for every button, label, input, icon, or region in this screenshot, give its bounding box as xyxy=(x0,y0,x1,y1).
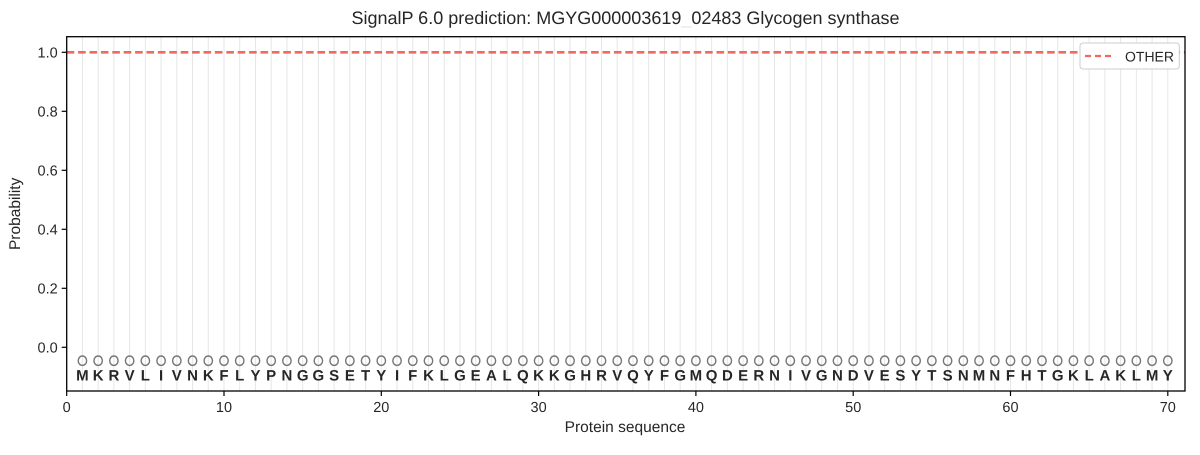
svg-text:K: K xyxy=(203,367,214,384)
svg-text:K: K xyxy=(423,367,434,384)
svg-text:Q: Q xyxy=(627,367,639,384)
svg-text:G: G xyxy=(816,367,828,384)
svg-text:G: G xyxy=(454,367,466,384)
svg-text:R: R xyxy=(753,367,764,384)
svg-text:L: L xyxy=(1085,367,1094,384)
svg-text:M: M xyxy=(690,367,703,384)
svg-text:Y: Y xyxy=(1163,367,1173,384)
svg-text:Y: Y xyxy=(376,367,386,384)
svg-text:N: N xyxy=(989,367,1000,384)
svg-text:A: A xyxy=(486,367,497,384)
svg-text:V: V xyxy=(864,367,874,384)
svg-text:N: N xyxy=(187,367,198,384)
svg-text:30: 30 xyxy=(531,400,547,416)
svg-text:S: S xyxy=(895,367,905,384)
svg-text:10: 10 xyxy=(216,400,232,416)
svg-text:0.8: 0.8 xyxy=(38,104,58,120)
svg-text:M: M xyxy=(76,367,89,384)
svg-text:N: N xyxy=(769,367,780,384)
svg-text:F: F xyxy=(660,367,669,384)
svg-text:K: K xyxy=(533,367,544,384)
svg-text:Q: Q xyxy=(706,367,718,384)
svg-text:A: A xyxy=(1099,367,1110,384)
svg-text:Protein sequence: Protein sequence xyxy=(565,419,686,436)
svg-text:0: 0 xyxy=(63,400,71,416)
svg-text:K: K xyxy=(93,367,104,384)
svg-text:K: K xyxy=(1115,367,1126,384)
svg-text:H: H xyxy=(580,367,591,384)
svg-text:60: 60 xyxy=(1002,400,1018,416)
svg-text:V: V xyxy=(172,367,182,384)
svg-text:K: K xyxy=(549,367,560,384)
svg-text:N: N xyxy=(281,367,292,384)
svg-text:R: R xyxy=(596,367,607,384)
svg-text:T: T xyxy=(361,367,370,384)
svg-text:E: E xyxy=(880,367,890,384)
svg-text:K: K xyxy=(1068,367,1079,384)
svg-text:H: H xyxy=(1021,367,1032,384)
svg-text:L: L xyxy=(235,367,244,384)
svg-text:L: L xyxy=(141,367,150,384)
svg-text:N: N xyxy=(832,367,843,384)
svg-text:70: 70 xyxy=(1160,400,1176,416)
svg-text:V: V xyxy=(801,367,811,384)
svg-text:E: E xyxy=(738,367,748,384)
svg-text:E: E xyxy=(345,367,355,384)
svg-text:G: G xyxy=(313,367,325,384)
svg-text:I: I xyxy=(395,367,399,384)
svg-text:Y: Y xyxy=(644,367,654,384)
svg-text:Q: Q xyxy=(517,367,529,384)
svg-text:L: L xyxy=(503,367,512,384)
svg-text:L: L xyxy=(1132,367,1141,384)
svg-text:G: G xyxy=(1052,367,1064,384)
svg-text:F: F xyxy=(408,367,417,384)
svg-text:0.4: 0.4 xyxy=(38,222,58,238)
svg-text:V: V xyxy=(612,367,622,384)
svg-text:R: R xyxy=(108,367,119,384)
svg-text:I: I xyxy=(159,367,163,384)
svg-text:1.0: 1.0 xyxy=(38,45,58,61)
svg-text:20: 20 xyxy=(373,400,389,416)
svg-text:M: M xyxy=(1146,367,1159,384)
svg-text:V: V xyxy=(125,367,135,384)
svg-text:Probability: Probability xyxy=(7,177,24,250)
svg-text:F: F xyxy=(1006,367,1015,384)
svg-text:S: S xyxy=(329,367,339,384)
svg-text:SignalP 6.0 prediction: MGYG00: SignalP 6.0 prediction: MGYG000003619_02… xyxy=(351,8,899,28)
svg-text:F: F xyxy=(219,367,228,384)
svg-text:0.0: 0.0 xyxy=(38,340,58,356)
svg-text:50: 50 xyxy=(845,400,861,416)
svg-text:OTHER: OTHER xyxy=(1125,49,1174,65)
svg-text:L: L xyxy=(440,367,449,384)
svg-text:S: S xyxy=(943,367,953,384)
svg-text:P: P xyxy=(266,367,276,384)
svg-text:D: D xyxy=(848,367,859,384)
svg-text:G: G xyxy=(564,367,576,384)
svg-text:N: N xyxy=(958,367,969,384)
svg-text:G: G xyxy=(674,367,686,384)
svg-text:G: G xyxy=(297,367,309,384)
svg-text:E: E xyxy=(471,367,481,384)
svg-text:0.2: 0.2 xyxy=(38,281,58,297)
svg-text:Y: Y xyxy=(911,367,921,384)
svg-text:T: T xyxy=(1037,367,1046,384)
svg-text:D: D xyxy=(722,367,733,384)
svg-text:40: 40 xyxy=(688,400,704,416)
svg-text:M: M xyxy=(973,367,986,384)
svg-text:I: I xyxy=(788,367,792,384)
svg-text:Y: Y xyxy=(250,367,260,384)
svg-text:T: T xyxy=(927,367,936,384)
svg-text:0.6: 0.6 xyxy=(38,163,58,179)
